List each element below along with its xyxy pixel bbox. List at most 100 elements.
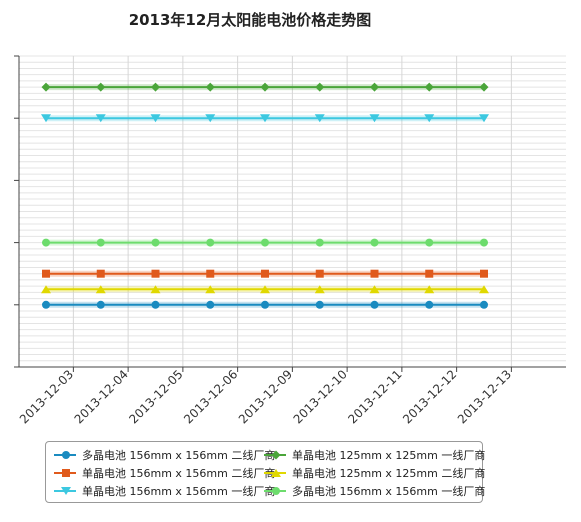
data-point: [369, 285, 380, 294]
series-6: [42, 238, 488, 247]
x-tick-label: 2013-12-03: [17, 367, 76, 426]
data-point: [424, 82, 434, 92]
data-point: [424, 114, 435, 123]
data-point: [480, 269, 488, 278]
legend-swatch: [54, 487, 76, 495]
data-point: [95, 114, 106, 123]
legend-label: 单晶电池 125mm x 125mm 二线厂商: [292, 467, 486, 480]
series-5: [41, 285, 489, 294]
legend-marker: [62, 451, 70, 459]
data-point: [261, 300, 269, 309]
data-point: [479, 114, 489, 123]
x-tick-label: 2013-12-09: [236, 367, 295, 426]
data-point: [206, 269, 215, 278]
data-point: [151, 82, 160, 92]
data-point: [96, 269, 105, 278]
grid-lines: [19, 55, 566, 368]
series-1: [42, 300, 488, 309]
legend-swatch: [54, 451, 76, 459]
legend-item[interactable]: 多晶电池 156mm x 156mm 二线厂商: [54, 447, 275, 463]
legend-label: 单晶电池 156mm x 156mm 一线厂商: [82, 485, 276, 498]
data-point: [315, 269, 324, 278]
legend-item[interactable]: 单晶电池 125mm x 125mm 一线厂商: [264, 447, 485, 463]
data-point: [96, 300, 105, 309]
x-tick-label: 2013-12-04: [72, 367, 131, 426]
legend-marker: [61, 487, 71, 495]
data-point: [479, 82, 489, 92]
data-point: [42, 238, 50, 247]
data-point: [41, 285, 51, 294]
x-tick-label: 2013-12-05: [126, 367, 185, 426]
data-point: [314, 285, 325, 294]
x-tick-label: 2013-12-06: [181, 367, 240, 426]
data-point: [314, 114, 325, 123]
data-point: [425, 238, 434, 247]
series-4: [41, 82, 489, 92]
legend-label: 多晶电池 156mm x 156mm 一线厂商: [292, 485, 486, 498]
data-point: [315, 82, 325, 92]
data-point: [42, 300, 50, 309]
x-tick-label: 2013-12-12: [400, 367, 459, 426]
data-point: [41, 114, 51, 123]
data-point: [42, 269, 50, 278]
legend-marker: [62, 469, 70, 477]
legend-swatch: [264, 469, 286, 477]
legend-item[interactable]: 多晶电池 156mm x 156mm 一线厂商: [264, 483, 485, 499]
legend-swatch: [264, 487, 286, 495]
x-tick-labels: 2013-12-032013-12-042013-12-052013-12-06…: [17, 367, 514, 426]
legend-label: 单晶电池 125mm x 125mm 一线厂商: [292, 449, 486, 462]
data-point: [151, 238, 160, 247]
data-point: [206, 300, 215, 309]
data-point: [315, 300, 324, 309]
data-point: [425, 269, 434, 278]
series-3: [41, 114, 489, 123]
legend-item[interactable]: 单晶电池 125mm x 125mm 二线厂商: [264, 465, 485, 481]
data-point: [370, 238, 379, 247]
data-point: [150, 285, 161, 294]
series-layer: [41, 82, 489, 309]
data-point: [260, 82, 270, 92]
data-point: [370, 269, 379, 278]
data-point: [480, 300, 488, 309]
data-point: [150, 114, 161, 123]
legend-marker: [271, 450, 281, 460]
data-point: [96, 82, 106, 92]
legend-marker: [271, 469, 281, 477]
legend-swatch: [54, 469, 76, 477]
data-point: [370, 82, 379, 92]
x-tick-label: 2013-12-13: [455, 367, 514, 426]
data-point: [260, 114, 270, 123]
data-point: [424, 285, 435, 294]
legend-label: 多晶电池 156mm x 156mm 二线厂商: [82, 449, 276, 462]
data-point: [206, 238, 215, 247]
data-point: [261, 238, 269, 247]
data-point: [41, 82, 51, 92]
legend-label: 单晶电池 156mm x 156mm 二线厂商: [82, 467, 276, 480]
x-tick-label: 2013-12-11: [345, 367, 404, 426]
data-point: [370, 300, 379, 309]
data-point: [151, 269, 160, 278]
data-point: [260, 285, 270, 294]
legend-swatch: [264, 450, 286, 460]
legend-marker: [272, 487, 280, 495]
data-point: [479, 285, 489, 294]
chart-title: 2013年12月太阳能电池价格走势图: [128, 11, 372, 29]
axes: [14, 55, 566, 372]
legend: 多晶电池 156mm x 156mm 二线厂商单晶电池 125mm x 125m…: [45, 441, 485, 503]
data-point: [480, 238, 488, 247]
data-point: [315, 238, 324, 247]
data-point: [96, 238, 105, 247]
data-point: [205, 114, 216, 123]
legend-item[interactable]: 单晶电池 156mm x 156mm 一线厂商: [54, 483, 275, 499]
data-point: [425, 300, 434, 309]
data-point: [205, 285, 216, 294]
series-2: [42, 269, 488, 278]
data-point: [205, 82, 215, 92]
data-point: [151, 300, 160, 309]
data-point: [261, 269, 269, 278]
data-point: [369, 114, 380, 123]
legend-item[interactable]: 单晶电池 156mm x 156mm 二线厂商: [54, 465, 275, 481]
data-point: [95, 285, 106, 294]
x-tick-label: 2013-12-10: [291, 367, 350, 426]
